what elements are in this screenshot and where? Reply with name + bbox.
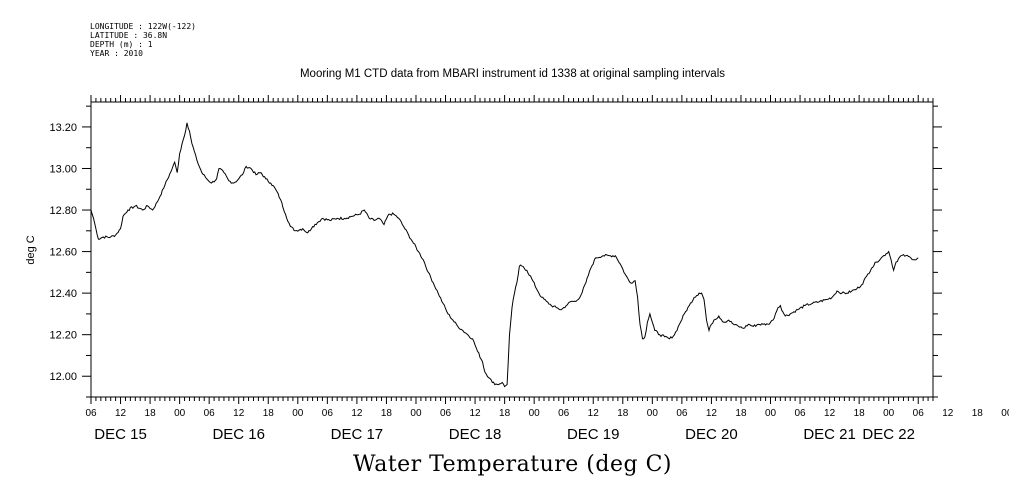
x-tick-label: 12 <box>115 408 127 419</box>
plot-frame <box>90 101 934 398</box>
x-tick-label: 12 <box>351 408 363 419</box>
x-tick-label: 12 <box>588 408 600 419</box>
series-layer <box>90 122 919 388</box>
x-day-label: DEC 17 <box>331 426 384 443</box>
y-tick-label: 12.80 <box>49 205 77 217</box>
x-tick-label: 06 <box>794 408 806 419</box>
plot-border <box>90 101 934 398</box>
x-day-label: DEC 16 <box>212 426 265 443</box>
x-day-label: DEC 20 <box>685 426 738 443</box>
x-tick-label: 06 <box>558 408 570 419</box>
x-tick-label: 12 <box>824 408 836 419</box>
x-tick-label: 12 <box>233 408 245 419</box>
x-tick-label: 18 <box>263 408 275 419</box>
latitude-label: LATITUDE : 36.8N <box>90 31 168 40</box>
x-tick-label: 06 <box>204 408 216 419</box>
x-tick-label: 12 <box>470 408 482 419</box>
y-tick-label: 13.20 <box>49 122 77 134</box>
x-tick-label: 00 <box>883 408 895 419</box>
x-tick-label: 00 <box>647 408 659 419</box>
x-axis-title: Water Temperature (deg C) <box>353 452 672 477</box>
axis-labels: 12.00 12.20 12.40 12.60 12.80 13.00 13.20 06 12 1… <box>49 122 1009 443</box>
depth-label: DEPTH (m) : 1 <box>90 40 153 49</box>
x-tick-label: 06 <box>322 408 334 419</box>
x-tick-label: 00 <box>174 408 186 419</box>
y-tick-label: 12.00 <box>49 371 77 383</box>
x-tick-label: 06 <box>676 408 688 419</box>
series-line-1 <box>90 122 919 388</box>
x-tick-label: 06 <box>913 408 925 419</box>
x-day-label: DEC 19 <box>567 426 620 443</box>
x-tick-label: 00 <box>765 408 777 419</box>
y-axis-label: deg C <box>25 235 37 264</box>
x-tick-label: 00 <box>292 408 304 419</box>
x-tick-label: 12 <box>942 408 954 419</box>
x-tick-label: 00 <box>410 408 422 419</box>
chart-title: Mooring M1 CTD data from MBARI instrumen… <box>299 68 726 80</box>
longitude-label: LONGITUDE : 122W(-122) <box>90 22 196 31</box>
axis-ticks <box>82 95 942 404</box>
x-tick-label: 18 <box>735 408 747 419</box>
x-tick-label: 18 <box>972 408 984 419</box>
x-tick-label: 06 <box>440 408 452 419</box>
x-day-label: DEC 21 <box>803 426 856 443</box>
x-tick-label: 18 <box>854 408 866 419</box>
x-tick-label: 00 <box>529 408 541 419</box>
x-tick-label: 06 <box>85 408 97 419</box>
x-tick-label: 00 <box>1001 408 1009 419</box>
y-tick-label: 12.60 <box>49 247 77 259</box>
y-tick-label: 12.40 <box>49 288 77 300</box>
x-tick-label: 18 <box>145 408 157 419</box>
x-day-label: DEC 22 <box>862 426 915 443</box>
x-tick-label: 18 <box>617 408 629 419</box>
year-label: YEAR : 2010 <box>90 49 143 58</box>
x-tick-label: 18 <box>381 408 393 419</box>
x-day-label: DEC 18 <box>449 426 502 443</box>
x-tick-label: 18 <box>499 408 511 419</box>
y-tick-label: 13.00 <box>49 163 77 175</box>
x-tick-label: 12 <box>706 408 718 419</box>
x-day-label: DEC 15 <box>94 426 147 443</box>
y-tick-label: 12.20 <box>49 330 77 342</box>
